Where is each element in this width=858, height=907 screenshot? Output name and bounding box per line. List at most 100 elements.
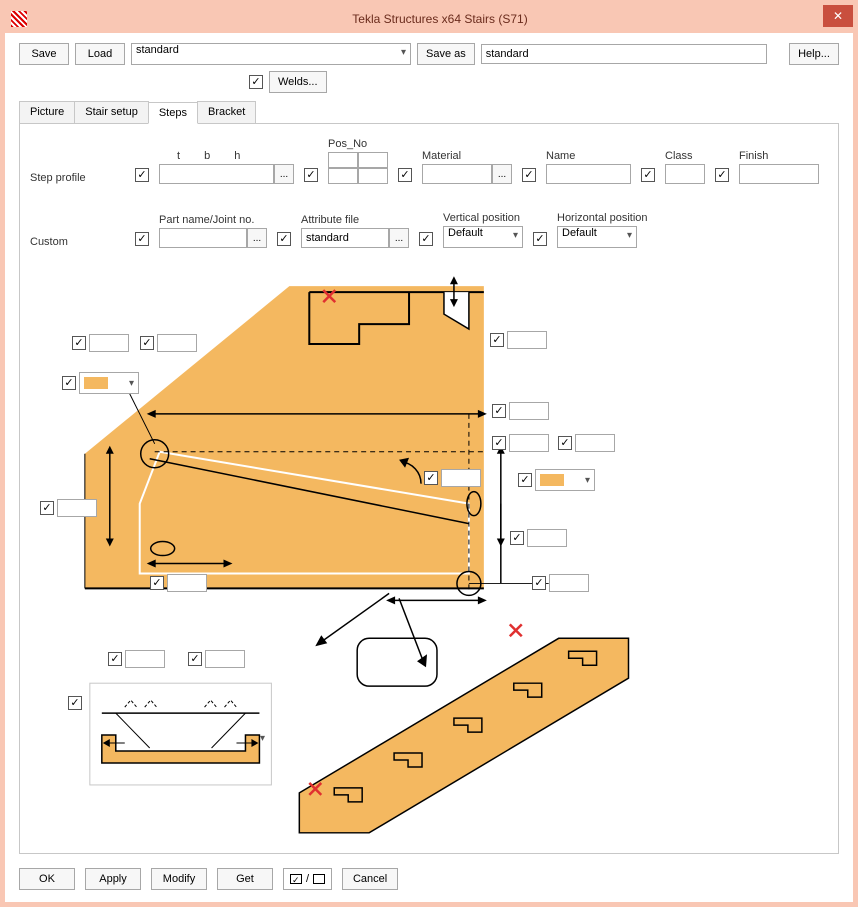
param-input-8[interactable] xyxy=(441,469,481,487)
param-input-5[interactable] xyxy=(509,434,549,452)
apply-button[interactable]: Apply xyxy=(85,868,141,890)
save-button[interactable]: Save xyxy=(19,43,69,65)
param-12 xyxy=(532,574,589,592)
param-check-7[interactable] xyxy=(518,473,532,487)
step-profile-browse[interactable]: ... xyxy=(274,164,294,184)
posno-check[interactable] xyxy=(304,168,318,182)
param-check-12[interactable] xyxy=(532,576,546,590)
param-14 xyxy=(188,650,245,668)
vpos-select[interactable]: Default xyxy=(443,226,523,248)
param-input-4[interactable] xyxy=(509,402,549,420)
param-check-13[interactable] xyxy=(108,652,122,666)
tab-bar: Picture Stair setup Steps Bracket xyxy=(19,101,839,124)
hpos-select[interactable]: Default xyxy=(557,226,637,248)
step-profile-input[interactable] xyxy=(159,164,274,184)
param-check-4[interactable] xyxy=(492,404,506,418)
posno-in-4[interactable] xyxy=(358,168,388,184)
attrfile-browse[interactable]: ... xyxy=(389,228,409,248)
saveas-name-input[interactable] xyxy=(481,44,767,64)
finish-check[interactable] xyxy=(715,168,729,182)
section-type-select[interactable]: ▾ xyxy=(260,732,265,744)
step-profile-check[interactable] xyxy=(135,168,149,182)
custom-label: Custom xyxy=(30,236,125,248)
param-4 xyxy=(492,402,549,420)
param-6 xyxy=(558,434,615,452)
param-check-6[interactable] xyxy=(558,436,572,450)
tab-picture[interactable]: Picture xyxy=(19,101,75,123)
partname-browse[interactable]: ... xyxy=(247,228,267,248)
param-check-10[interactable] xyxy=(510,531,524,545)
t-label: t xyxy=(177,150,180,162)
vpos-label: Vertical position xyxy=(443,212,523,224)
name-input[interactable] xyxy=(546,164,631,184)
custom-check[interactable] xyxy=(135,232,149,246)
welds-button[interactable]: Welds... xyxy=(269,71,327,93)
param-input-9[interactable] xyxy=(57,499,97,517)
class-check[interactable] xyxy=(641,168,655,182)
filter-toggle[interactable]: ✓ / xyxy=(283,868,332,890)
modify-button[interactable]: Modify xyxy=(151,868,207,890)
finish-input[interactable] xyxy=(739,164,819,184)
param-check-2[interactable] xyxy=(62,376,76,390)
param-input-1[interactable] xyxy=(157,334,197,352)
tab-stair-setup[interactable]: Stair setup xyxy=(74,101,149,123)
tab-bracket[interactable]: Bracket xyxy=(197,101,256,123)
param-15 xyxy=(68,696,82,710)
param-8 xyxy=(424,469,481,487)
material-input[interactable] xyxy=(422,164,492,184)
hpos-check[interactable] xyxy=(533,232,547,246)
param-check-1[interactable] xyxy=(140,336,154,350)
cancel-button[interactable]: Cancel xyxy=(342,868,398,890)
name-check[interactable] xyxy=(522,168,536,182)
param-check-0[interactable] xyxy=(72,336,86,350)
window-title: Tekla Structures x64 Stairs (S71) xyxy=(27,12,853,26)
param-0 xyxy=(72,334,129,352)
material-label: Material xyxy=(422,150,512,162)
posno-in-2[interactable] xyxy=(358,152,388,168)
param-input-3[interactable] xyxy=(507,331,547,349)
posno-in-1[interactable] xyxy=(328,152,358,168)
vpos-check[interactable] xyxy=(419,232,433,246)
param-11 xyxy=(150,574,207,592)
b-label: b xyxy=(204,150,210,162)
param-input-10[interactable] xyxy=(527,529,567,547)
param-1 xyxy=(140,334,197,352)
help-button[interactable]: Help... xyxy=(789,43,839,65)
param-check-8[interactable] xyxy=(424,471,438,485)
param-input-6[interactable] xyxy=(575,434,615,452)
param-input-11[interactable] xyxy=(167,574,207,592)
hpos-label: Horizontal position xyxy=(557,212,648,224)
param-check-11[interactable] xyxy=(150,576,164,590)
saveas-button[interactable]: Save as xyxy=(417,43,475,65)
partname-input[interactable] xyxy=(159,228,247,248)
finish-label: Finish xyxy=(739,150,819,162)
param-color-2[interactable] xyxy=(79,372,139,394)
tab-steps[interactable]: Steps xyxy=(148,102,198,124)
class-input[interactable] xyxy=(665,164,705,184)
param-check-3[interactable] xyxy=(490,333,504,347)
attrfile-check[interactable] xyxy=(277,232,291,246)
param-input-12[interactable] xyxy=(549,574,589,592)
material-browse[interactable]: ... xyxy=(492,164,512,184)
load-button[interactable]: Load xyxy=(75,43,125,65)
welds-check[interactable] xyxy=(249,75,263,89)
diagram-area: ▾ xyxy=(30,274,828,843)
attrfile-input[interactable] xyxy=(301,228,389,248)
param-input-13[interactable] xyxy=(125,650,165,668)
param-check-5[interactable] xyxy=(492,436,506,450)
param-10 xyxy=(510,529,567,547)
param-7 xyxy=(518,469,595,491)
param-input-0[interactable] xyxy=(89,334,129,352)
close-button[interactable]: ✕ xyxy=(823,5,853,27)
param-check-15[interactable] xyxy=(68,696,82,710)
get-button[interactable]: Get xyxy=(217,868,273,890)
preset-select[interactable]: standard xyxy=(131,43,411,65)
param-color-7[interactable] xyxy=(535,469,595,491)
param-check-9[interactable] xyxy=(40,501,54,515)
material-check[interactable] xyxy=(398,168,412,182)
posno-in-3[interactable] xyxy=(328,168,358,184)
param-input-14[interactable] xyxy=(205,650,245,668)
ok-button[interactable]: OK xyxy=(19,868,75,890)
param-check-14[interactable] xyxy=(188,652,202,666)
param-5 xyxy=(492,434,549,452)
